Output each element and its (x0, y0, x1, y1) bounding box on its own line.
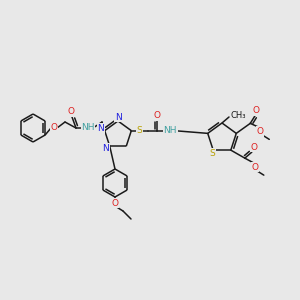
Text: S: S (209, 148, 215, 158)
Text: O: O (257, 127, 264, 136)
Text: O: O (68, 107, 74, 116)
Text: O: O (253, 106, 260, 115)
Text: O: O (112, 199, 118, 208)
Text: NH: NH (81, 124, 95, 133)
Text: O: O (154, 111, 161, 120)
Text: O: O (251, 163, 258, 172)
Text: O: O (250, 142, 257, 152)
Text: N: N (97, 124, 104, 133)
Text: N: N (115, 112, 122, 122)
Text: CH₃: CH₃ (230, 110, 246, 119)
Text: NH: NH (164, 126, 177, 135)
Text: O: O (50, 124, 58, 133)
Text: S: S (136, 126, 142, 135)
Text: N: N (102, 144, 109, 153)
